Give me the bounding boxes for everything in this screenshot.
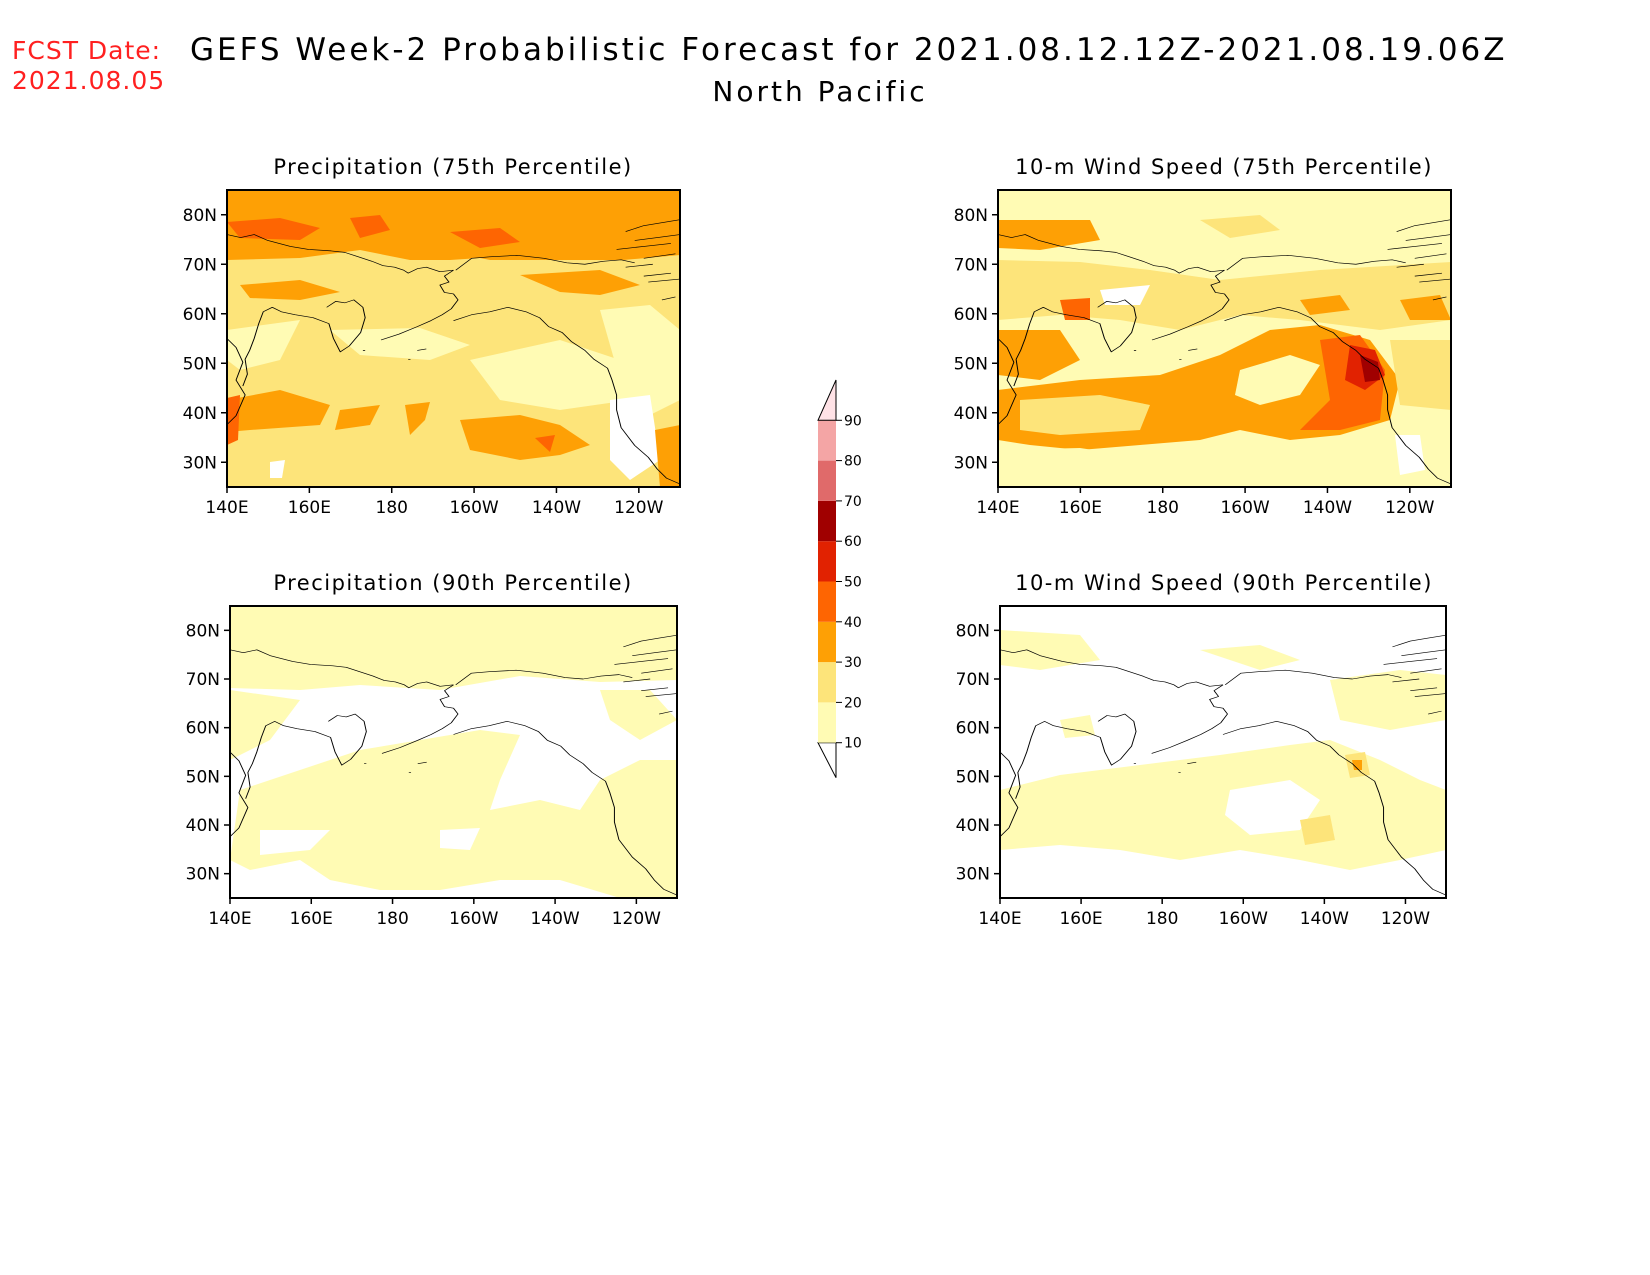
lat-label: 80N (186, 621, 220, 641)
fcst-date-label: FCST Date: (12, 36, 162, 65)
lat-label: 60N (186, 719, 220, 739)
lon-label: 140E (208, 909, 251, 929)
lon-label: 120W (612, 909, 661, 929)
lat-label: 40N (954, 404, 988, 424)
colorbar-label: 20 (844, 695, 862, 711)
colorbar-lower-cap (817, 742, 837, 778)
region-subtitle: North Pacific (712, 75, 928, 108)
lon-label: 160W (1220, 498, 1269, 518)
lat-label: 80N (183, 206, 217, 226)
panel-precip-75: Precipitation (75th Percentile) (226, 155, 681, 488)
lat-label: 30N (183, 453, 217, 473)
lon-label: 140W (1300, 909, 1349, 929)
fcst-date-block: FCST Date: 2021.08.05 (12, 36, 165, 96)
lat-label: 70N (186, 670, 220, 690)
lat-label: 70N (954, 255, 988, 275)
lon-label: 120W (1381, 909, 1430, 929)
lon-label: 140E (978, 909, 1021, 929)
lon-label: 180 (1146, 909, 1178, 929)
colorbar-segment (818, 581, 836, 622)
colorbar-label: 80 (844, 454, 862, 470)
colorbar-segment (818, 621, 836, 663)
lat-label: 60N (956, 719, 990, 739)
shading-wind-90 (1000, 606, 1446, 898)
lon-label: 140E (976, 498, 1019, 518)
panel-wind-90: 10-m Wind Speed (90th Percentile) (999, 571, 1447, 899)
colorbar: 10 20 30 40 50 60 70 80 90 (817, 379, 862, 778)
lat-label: 50N (186, 767, 220, 787)
panel-title: Precipitation (75th Percentile) (273, 155, 632, 179)
lon-label: 180 (376, 498, 408, 518)
lon-label: 140W (1303, 498, 1352, 518)
lon-label: 140W (530, 909, 579, 929)
colorbar-label: 30 (844, 655, 862, 671)
lon-label: 140E (205, 498, 248, 518)
colorbar-segment (818, 500, 836, 542)
colorbar-label: 40 (844, 615, 862, 631)
lat-label: 30N (186, 865, 220, 885)
colorbar-segment (818, 460, 836, 501)
colorbar-segment (818, 541, 836, 582)
main-title: GEFS Week-2 Probabilistic Forecast for 2… (190, 32, 1508, 68)
colorbar-segment (818, 702, 836, 743)
colorbar-label: 60 (844, 534, 862, 550)
colorbar-label: 10 (844, 736, 862, 752)
colorbar-label: 50 (844, 575, 862, 591)
panel-precip-90: Precipitation (90th Percentile) (229, 571, 678, 899)
lat-label: 80N (956, 621, 990, 641)
shading-wind-75 (998, 190, 1451, 487)
lat-label: 30N (954, 453, 988, 473)
lat-label: 40N (186, 816, 220, 836)
lat-label: 40N (183, 404, 217, 424)
axes-layer: 80N 70N 60N 50N 40N 30N 140E 160E 180 160W 140W 120… (183, 206, 1435, 929)
shading-precip-90 (230, 606, 677, 898)
lon-label: 160W (449, 909, 498, 929)
panel-title: 10-m Wind Speed (90th Percentile) (1015, 571, 1433, 595)
lat-label: 60N (183, 305, 217, 325)
panel-title: Precipitation (90th Percentile) (273, 571, 632, 595)
fcst-date-value: 2021.08.05 (12, 66, 166, 95)
lat-label: 30N (956, 865, 990, 885)
lon-label: 160E (1059, 909, 1102, 929)
lat-label: 40N (956, 816, 990, 836)
lon-label: 140W (532, 498, 581, 518)
lon-label: 160E (288, 498, 331, 518)
lon-label: 160E (1059, 498, 1102, 518)
panel-wind-75: 10-m Wind Speed (75th Percentile) (997, 155, 1452, 488)
lat-label: 50N (954, 354, 988, 374)
lon-label: 160W (1219, 909, 1268, 929)
colorbar-upper-cap (817, 379, 837, 421)
lon-label: 160W (449, 498, 498, 518)
lat-label: 50N (183, 354, 217, 374)
lon-label: 180 (376, 909, 408, 929)
lat-label: 60N (954, 305, 988, 325)
lat-label: 50N (956, 767, 990, 787)
colorbar-segment (818, 662, 836, 703)
colorbar-label: 70 (844, 494, 862, 510)
lon-label: 120W (1385, 498, 1434, 518)
colorbar-label: 90 (844, 413, 862, 429)
lat-label: 70N (956, 670, 990, 690)
lon-label: 120W (614, 498, 663, 518)
lon-label: 180 (1147, 498, 1179, 518)
panel-title: 10-m Wind Speed (75th Percentile) (1015, 155, 1433, 179)
shading-precip-75 (227, 190, 680, 487)
lon-label: 160E (290, 909, 333, 929)
lat-label: 80N (954, 206, 988, 226)
lat-label: 70N (183, 255, 217, 275)
colorbar-segment (818, 420, 836, 461)
